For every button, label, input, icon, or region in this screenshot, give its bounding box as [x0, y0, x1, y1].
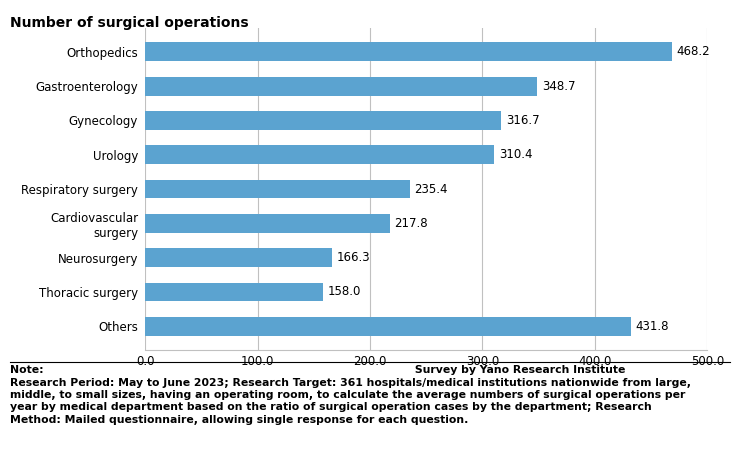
Bar — [145, 248, 332, 267]
Bar — [145, 77, 537, 95]
Text: 235.4: 235.4 — [414, 183, 448, 195]
Bar — [145, 111, 501, 130]
Text: 217.8: 217.8 — [394, 217, 428, 230]
Bar — [145, 283, 323, 301]
Text: 468.2: 468.2 — [676, 45, 710, 58]
Bar — [145, 42, 672, 61]
Text: Note:                                                                           : Note: — [10, 365, 690, 425]
Text: 166.3: 166.3 — [337, 251, 370, 264]
Text: Number of surgical operations: Number of surgical operations — [10, 16, 248, 30]
Text: 316.7: 316.7 — [505, 114, 539, 127]
Bar — [145, 214, 390, 233]
Bar — [145, 145, 494, 164]
Bar — [145, 180, 410, 198]
Text: 348.7: 348.7 — [542, 80, 575, 93]
Text: 431.8: 431.8 — [635, 320, 669, 333]
Text: 310.4: 310.4 — [499, 148, 532, 161]
Text: 158.0: 158.0 — [327, 285, 360, 298]
Bar — [145, 317, 630, 336]
